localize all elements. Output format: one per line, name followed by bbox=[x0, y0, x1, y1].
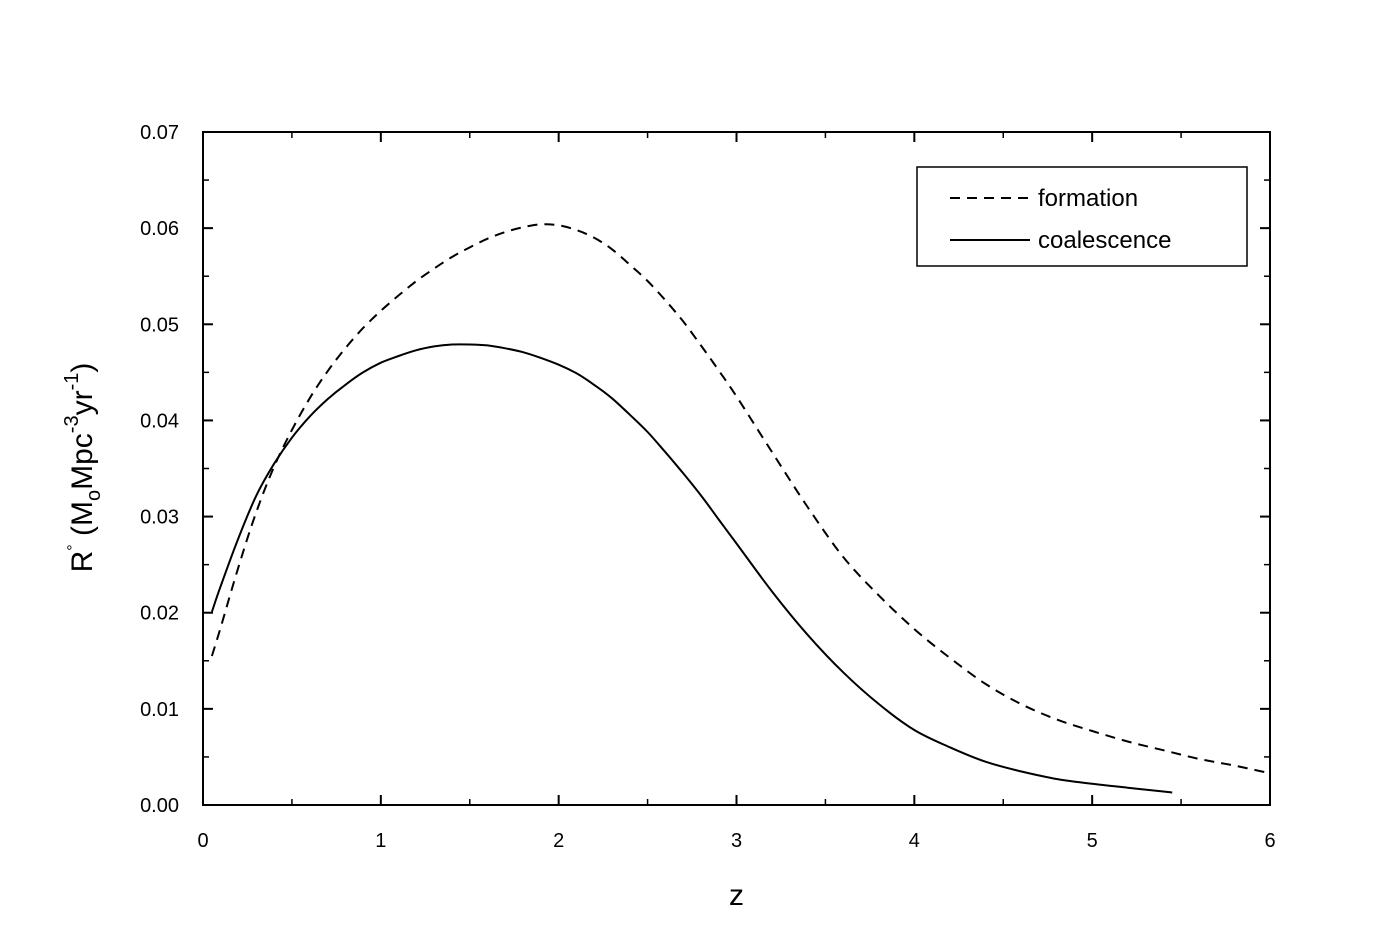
legend: formation coalescence bbox=[916, 166, 1248, 267]
y-label-mpc: Mpc bbox=[66, 433, 99, 490]
x-tick-label: 4 bbox=[909, 830, 920, 852]
series-line-formation bbox=[210, 223, 1271, 775]
plot-curves bbox=[210, 223, 1271, 794]
y-label-sub-o: o bbox=[83, 490, 105, 501]
y-tick-label: 0.02 bbox=[140, 603, 179, 625]
y-label-yr: yr bbox=[66, 390, 99, 415]
x-tick-label: 1 bbox=[375, 830, 386, 852]
y-label-sup-3: -3 bbox=[61, 415, 83, 433]
axis-tick-labels: 0 1 2 3 4 5 6 0.00 0.01 0.02 0.03 0.04 0.05 0.06 0.07 bbox=[140, 122, 1276, 852]
x-tick-label: 5 bbox=[1087, 830, 1098, 852]
x-tick-label: 6 bbox=[1264, 830, 1275, 852]
x-tick-label: 2 bbox=[553, 830, 564, 852]
y-tick-label: 0.01 bbox=[140, 699, 179, 721]
legend-label-coalescence: coalescence bbox=[1038, 227, 1171, 254]
x-tick-label: 0 bbox=[197, 830, 208, 852]
y-label-close: ) bbox=[66, 363, 99, 373]
y-tick-label: 0.06 bbox=[140, 218, 179, 240]
y-tick-label: 0.04 bbox=[140, 410, 179, 432]
x-tick-label: 3 bbox=[731, 830, 742, 852]
svg-text:R° (MoMpc-3yr-1): R° (MoMpc-3yr-1) bbox=[61, 363, 105, 573]
y-label-dot: ° bbox=[65, 544, 82, 550]
y-label-base: R bbox=[66, 551, 99, 573]
x-axis-label: z bbox=[729, 879, 744, 912]
plot-frame bbox=[202, 131, 1271, 806]
y-axis-label: R° (MoMpc-3yr-1) bbox=[61, 363, 105, 573]
y-tick-label: 0.00 bbox=[140, 795, 179, 817]
legend-box bbox=[916, 166, 1248, 267]
y-tick-label: 0.03 bbox=[140, 507, 179, 529]
y-label-open: (M bbox=[66, 501, 99, 544]
y-tick-label: 0.05 bbox=[140, 314, 179, 336]
y-label-sup-1: -1 bbox=[61, 373, 83, 391]
y-tick-label: 0.07 bbox=[140, 122, 179, 144]
legend-label-formation: formation bbox=[1038, 185, 1138, 212]
series-line-coalescence bbox=[210, 343, 1173, 794]
